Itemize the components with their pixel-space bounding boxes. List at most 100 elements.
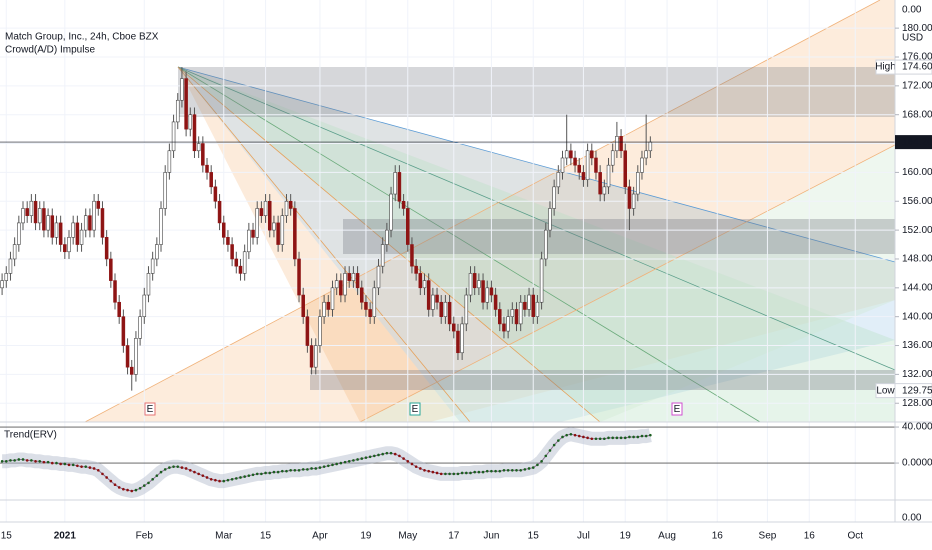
indicator-point: [452, 472, 456, 476]
indicator-point: [230, 477, 234, 481]
candle-body: [104, 237, 109, 260]
indicator-point: [544, 454, 548, 458]
indicator-point: [243, 475, 246, 478]
y-tick-label: 168.00: [902, 109, 932, 120]
candle-body: [71, 222, 75, 238]
indicator-point: [506, 468, 510, 472]
indicator-point: [117, 486, 121, 489]
drawings: [84, 0, 896, 423]
last-price-label: 164.20: [902, 137, 932, 148]
candle-body: [343, 273, 347, 296]
indicator-point: [586, 436, 589, 440]
indicator-point: [21, 458, 25, 461]
candle-body: [171, 121, 176, 152]
y-tick-label: 148.00: [902, 254, 932, 265]
candle-body: [460, 323, 464, 354]
candle-body: [142, 294, 147, 317]
candle-body: [606, 164, 611, 188]
candle-body: [518, 301, 523, 325]
grid: [0, 0, 895, 522]
indicator-point: [393, 452, 397, 456]
indicator-point: [293, 468, 297, 472]
candle-body: [447, 301, 452, 325]
indicator-point: [473, 470, 476, 474]
candle-body: [54, 222, 59, 238]
fan-zone: [178, 67, 895, 422]
candle-body: [184, 78, 188, 130]
candle-body: [201, 143, 205, 166]
candle-body: [305, 316, 310, 346]
candle-body: [510, 309, 515, 317]
candle-body: [230, 244, 234, 260]
candle-body: [280, 215, 285, 245]
indicator-point: [632, 435, 635, 439]
x-tick-label: 19: [360, 531, 372, 542]
indicator-point: [527, 467, 531, 470]
indicator-point: [184, 467, 188, 470]
indicator-point: [50, 461, 54, 465]
candle-body: [364, 301, 368, 310]
candle-body: [439, 301, 443, 317]
indicator-point: [419, 467, 422, 470]
fan-line: [177, 66, 471, 423]
indicator-point: [490, 469, 493, 473]
candle-body: [163, 172, 167, 209]
candle-body: [615, 136, 619, 152]
candle-body: [226, 237, 230, 245]
indicator-point: [494, 469, 497, 473]
candle-body: [0, 280, 4, 289]
candle-body: [372, 287, 377, 317]
candle-body: [180, 78, 184, 101]
candle-body: [619, 136, 623, 152]
indicator-point: [201, 474, 205, 477]
indicator-point: [640, 434, 644, 438]
indicator-title: Trend(ERV): [4, 430, 57, 441]
candle-body: [238, 265, 243, 274]
zone: [178, 67, 895, 117]
axis-label: 0.00: [902, 5, 922, 16]
indicator-point: [55, 461, 58, 465]
indicator-point: [42, 460, 46, 464]
candle-body: [489, 287, 494, 296]
candle-body: [29, 200, 34, 216]
indicator-point: [548, 449, 552, 452]
candle-body: [138, 316, 142, 339]
indicator-point: [456, 472, 460, 476]
x-tick-label: Jul: [577, 531, 590, 542]
indicator-point: [335, 462, 338, 466]
indicator-point: [523, 468, 527, 471]
candle-body: [640, 157, 644, 173]
indicator-point: [46, 460, 50, 464]
candle-body: [527, 294, 531, 310]
candle-body: [351, 273, 356, 281]
candle-body: [531, 294, 535, 317]
plot: [0, 67, 895, 498]
candle-body: [431, 294, 435, 310]
candle-body: [150, 258, 155, 274]
candle-body: [272, 222, 276, 231]
indicator-point: [431, 470, 435, 474]
fan-line: [177, 66, 896, 263]
indicator-point: [565, 433, 568, 437]
candle-body: [293, 208, 297, 260]
indicator-point: [134, 488, 138, 492]
earnings-label: E: [412, 404, 419, 415]
indicator-point: [339, 461, 343, 465]
candle-body: [472, 273, 477, 289]
indicator-point: [176, 465, 180, 468]
candle-body: [552, 186, 556, 209]
indicator-point: [561, 435, 564, 439]
candle-body: [284, 200, 289, 216]
y-tick-label: 40.0000: [902, 422, 932, 433]
indicator-point: [285, 469, 288, 473]
x-tick-label: 17: [448, 531, 460, 542]
x-tick-label: 19: [620, 531, 632, 542]
candle-body: [175, 99, 180, 123]
candle-body: [63, 244, 67, 253]
candle-body: [251, 229, 255, 238]
indicator-point: [460, 471, 464, 475]
indicator-point: [281, 469, 284, 473]
candle-body: [12, 244, 17, 260]
candle-body: [636, 172, 640, 195]
indicator-point: [268, 471, 272, 475]
